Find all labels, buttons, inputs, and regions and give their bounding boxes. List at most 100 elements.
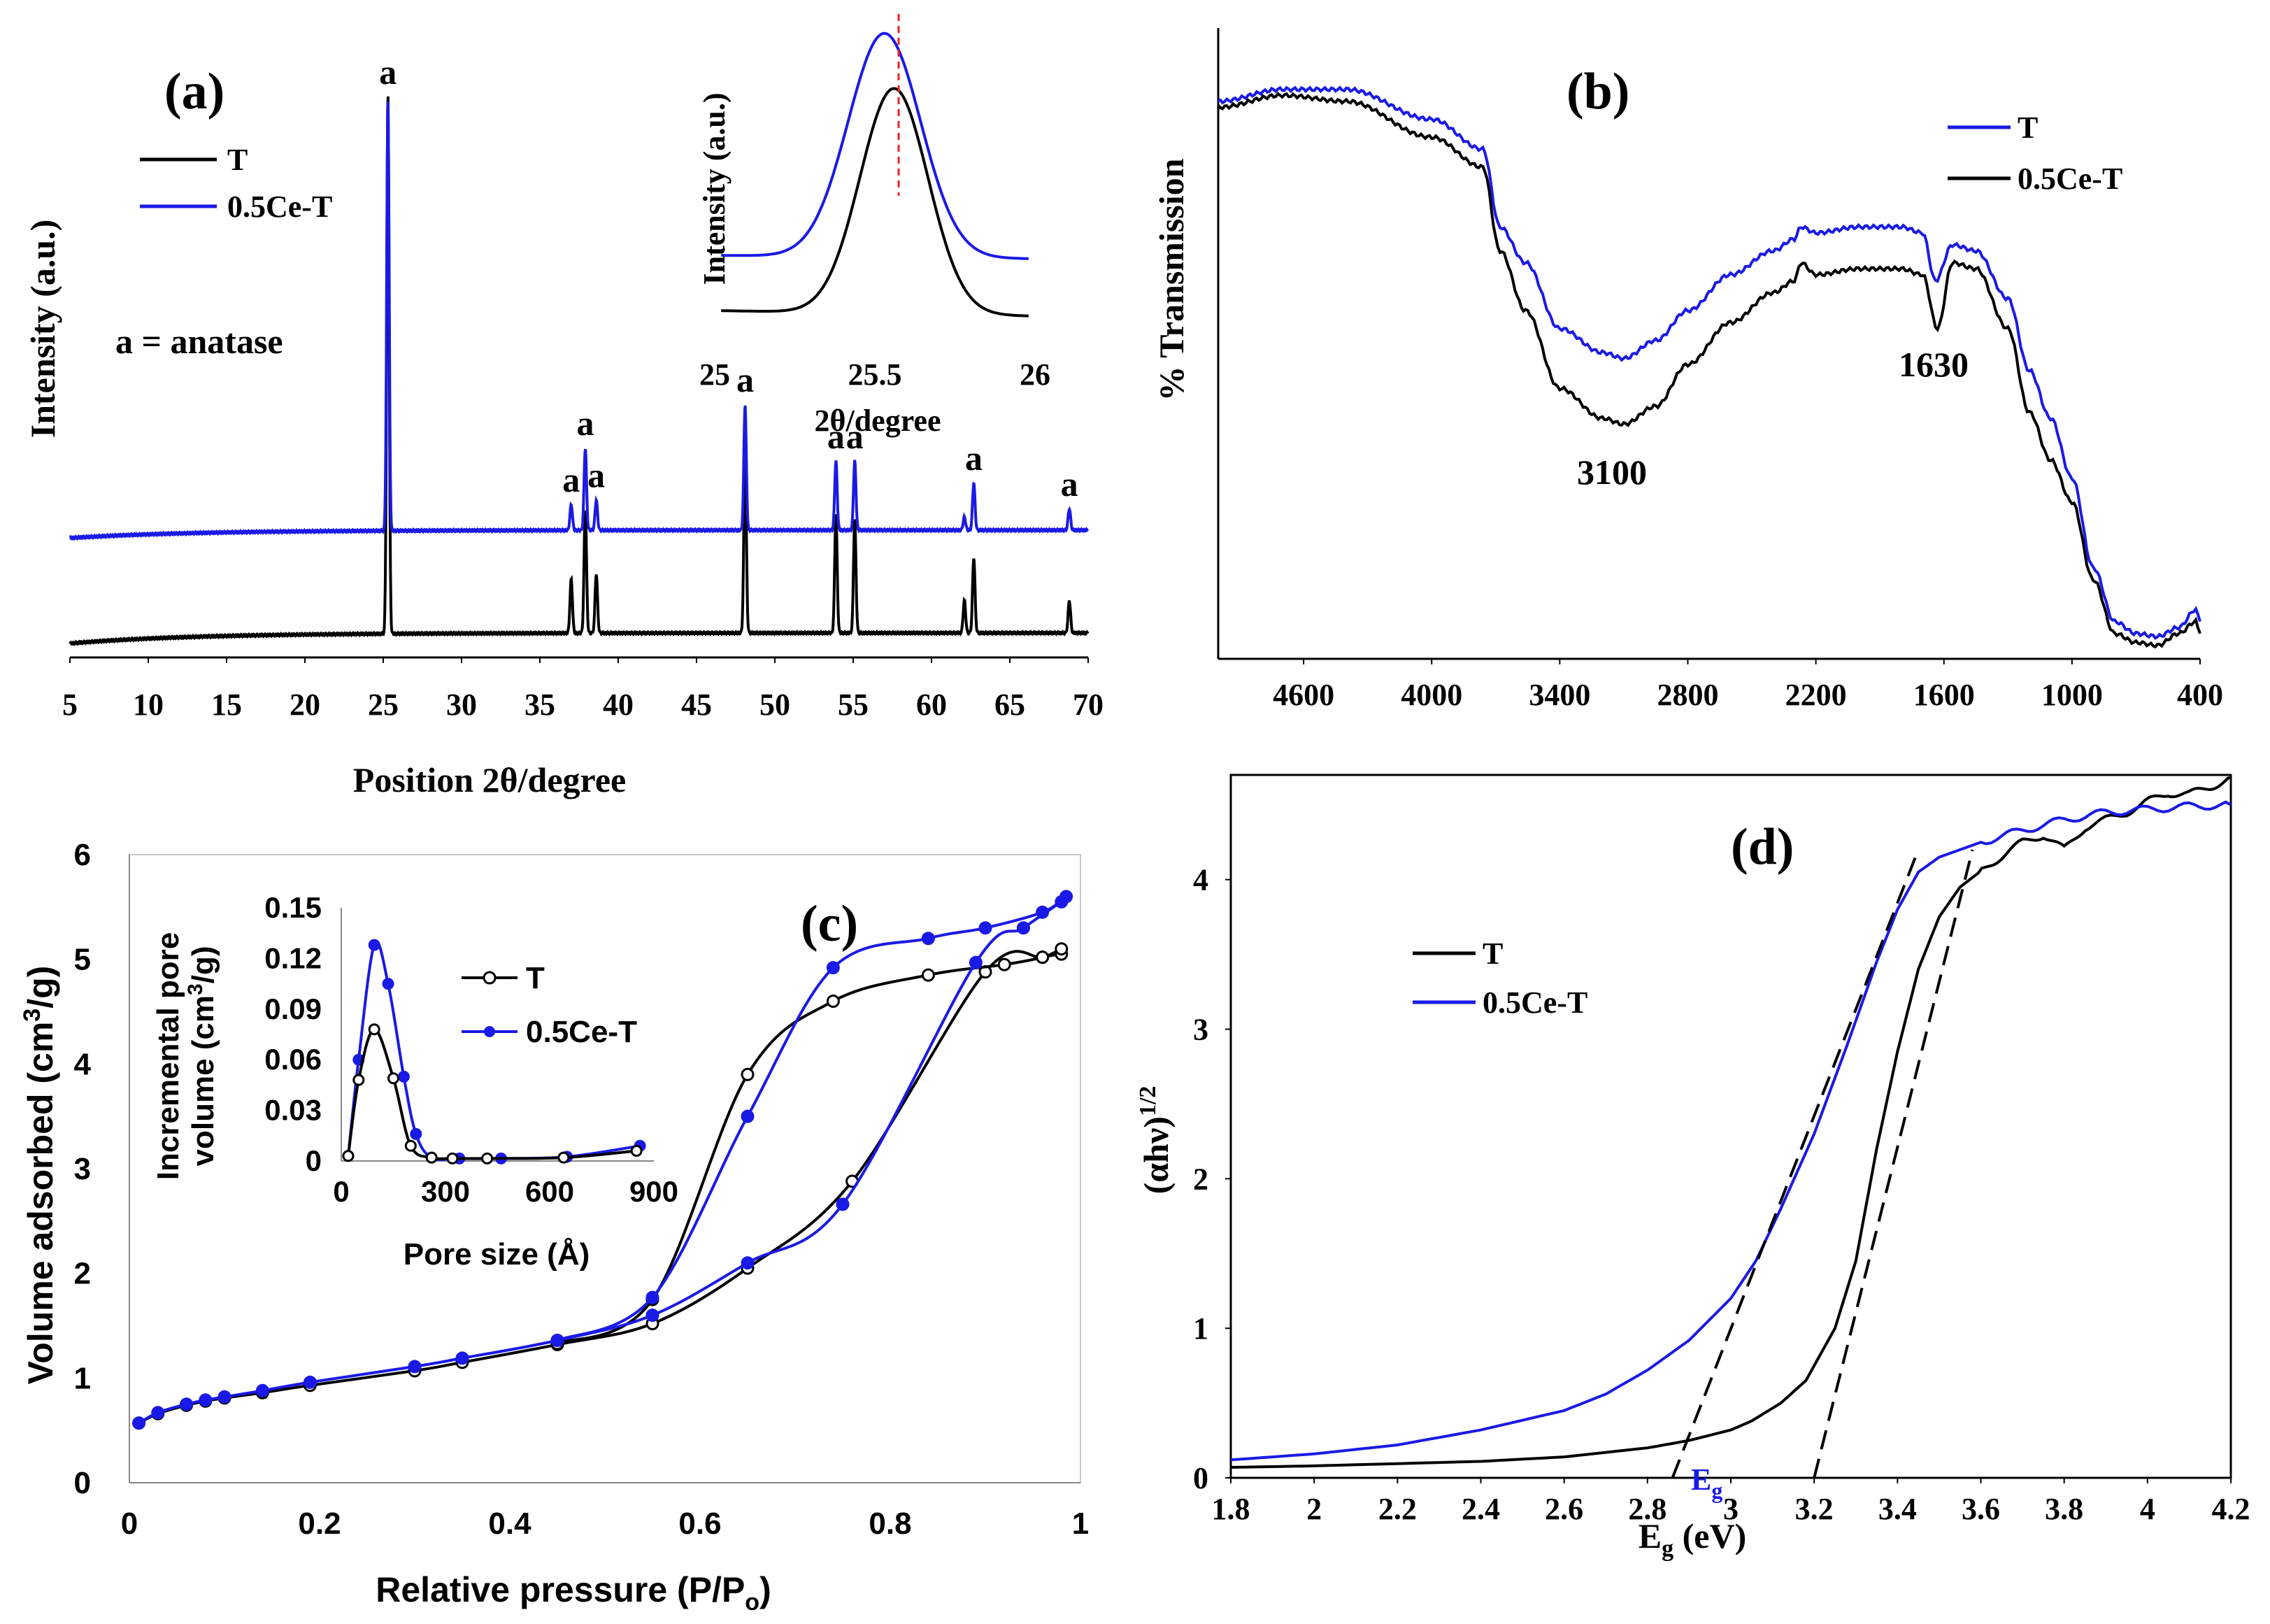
isotherm-point [217, 1390, 231, 1404]
panel-d-x-tick-label: 3.2 [1795, 1492, 1834, 1526]
panel-a-legend-t: T [227, 143, 248, 177]
inset-psd-point [410, 1127, 422, 1140]
panel-b-x-tick-label: 4000 [1401, 678, 1462, 712]
panel-c-inset-y-tick-label: 0 [306, 1144, 322, 1177]
panel-c-inset-y-label-2: volume (cm3/g) [184, 946, 220, 1167]
panel-c-x-tick-label: 1 [1072, 1507, 1089, 1541]
panel-c-legend-t: T [526, 961, 545, 995]
panel-b-x-tick-label: 1000 [2041, 678, 2103, 712]
panel-a-x-tick-label: 5 [62, 688, 78, 722]
isotherm-adsorption-ce-t [138, 900, 1062, 1425]
inset-psd-point [387, 1072, 399, 1085]
inset-psd-point [397, 1070, 410, 1083]
tangent-line-ce-t [1671, 849, 1920, 1479]
xrd-curve-t [69, 96, 1090, 646]
panel-b-legend-ce: 0.5Ce-T [2018, 162, 2122, 196]
peak-label: a [846, 417, 864, 456]
panel-d-y-label: (αhν)1/2 [1135, 1086, 1176, 1195]
panel-c-inset-y-tick-label: 0.06 [264, 1043, 322, 1076]
panel-c-y-tick-label: 4 [74, 1047, 92, 1081]
inset-x-tick-label: 26 [1020, 357, 1050, 392]
isotherm-point [303, 1375, 317, 1389]
panel-d-label: (d) [1731, 818, 1794, 876]
panel-d: 1.8 2 2.2 2.4 2.6 2.8 3 3.2 3.4 3.6 3.8 4 4.2 0 1 2 3 4 (… [1135, 774, 2250, 1562]
inset-psd-point [404, 1139, 417, 1152]
isotherm-point [1036, 905, 1050, 919]
ftir-curve-ce-t [1217, 92, 2201, 649]
panel-a-inset-y-label: Intensity (a.u.) [697, 92, 731, 285]
isotherm-point [151, 1406, 165, 1420]
inset-x-tick-label: 25 [699, 357, 730, 392]
panel-a-x-tick-label: 35 [524, 688, 555, 722]
panel-b: 4600 4000 3400 2800 2200 1600 1000 400 (b) T 0.… [1152, 28, 2223, 712]
isotherm-point [1016, 921, 1030, 935]
panel-a-x-tick-label: 25 [368, 688, 399, 722]
panel-c-y-tick-label: 1 [74, 1361, 91, 1395]
panel-d-x-tick-label: 3.6 [1962, 1492, 2000, 1526]
panel-c-legend-marker-ce [484, 1026, 495, 1037]
panel-d-x-tick-label: 4 [2140, 1492, 2155, 1526]
panel-a-label: (a) [164, 63, 224, 120]
panel-d-x-label: Eg (eV) [1639, 1516, 1746, 1562]
panel-a-inset-x-ticks: 25 25.5 26 [699, 357, 1050, 392]
isotherm-point [1059, 890, 1073, 904]
isotherm-point [997, 957, 1011, 971]
inset-psd-point [446, 1152, 459, 1164]
peak-label: a [1061, 464, 1078, 504]
panel-c-inset-x-tick-label: 300 [421, 1175, 470, 1208]
panel-c-inset-y-tick-label: 0.15 [264, 891, 322, 924]
panel-c-ticks: 0 0.2 0.4 0.6 0.8 1 0 1 2 3 4 5 6 [74, 838, 1090, 1541]
panel-b-x-tick-label: 4600 [1273, 678, 1334, 712]
panel-d-frame [1229, 774, 2232, 1479]
isotherm-point [741, 1256, 755, 1270]
isotherm-point [255, 1383, 269, 1397]
isotherm-point [550, 1333, 564, 1347]
panel-b-x-tick-label: 1600 [1913, 678, 1975, 712]
inset-psd-point [481, 1152, 494, 1164]
panel-c-x-label: Relative pressure (P/Po) [376, 1570, 771, 1616]
panel-c-y-tick-label: 6 [74, 838, 91, 872]
isotherm-point [826, 961, 840, 975]
inset-curve-t [721, 87, 1029, 318]
panel-d-x-tick-label: 2.4 [1462, 1492, 1500, 1526]
peak-label: a [736, 360, 754, 399]
inset-psd-t [346, 1027, 637, 1160]
panel-d-y-tick-label: 2 [1193, 1162, 1208, 1196]
inset-psd-point [352, 1074, 365, 1086]
isotherm-point [826, 995, 840, 1009]
panel-b-y-label: % Transmission [1152, 158, 1191, 401]
annotation-3100: 3100 [1577, 453, 1647, 492]
panel-c-y-label: Volume adsorbed (cm3/g) [19, 966, 60, 1385]
panel-c-inset-y-tick-label: 0.12 [264, 941, 322, 974]
panel-d-y-tick-label: 1 [1193, 1311, 1208, 1346]
inset-psd-point [425, 1151, 438, 1164]
panel-d-y-tick-label: 3 [1193, 1013, 1208, 1047]
isotherm-point [645, 1290, 659, 1304]
panel-c-x-tick-label: 0.4 [488, 1507, 531, 1541]
panel-a-x-tick-label: 50 [759, 688, 790, 722]
panel-b-x-ticks: 4600 4000 3400 2800 2200 1600 1000 400 [1273, 659, 2223, 712]
panel-c-inset-y-tick-label: 0.09 [264, 992, 322, 1025]
peak-label: a [827, 417, 845, 456]
isotherm-point [180, 1397, 194, 1411]
isotherm-point [921, 932, 935, 946]
isotherm-desorption-ce-t [557, 895, 1067, 1342]
panel-d-x-tick-label: 2.8 [1628, 1492, 1666, 1526]
isotherm-point [969, 955, 983, 969]
panel-c-y-tick-label: 2 [74, 1257, 91, 1291]
panel-b-x-tick-label: 2200 [1785, 678, 1847, 712]
isotherm-point [408, 1360, 422, 1374]
panel-c-inset-y-tick-label: 0.03 [264, 1094, 322, 1127]
panel-b-legend-t: T [2018, 111, 2038, 145]
peak-label: a [562, 460, 580, 499]
panel-d-ticks: 1.8 2 2.2 2.4 2.6 2.8 3 3.2 3.4 3.6 3.8 4 4.2 0 1 2 3 4 [1193, 863, 2250, 1526]
inset-psd-point [342, 1150, 355, 1162]
panel-a-x-tick-label: 45 [681, 688, 712, 722]
panel-d-x-tick-label: 4.2 [2212, 1492, 2250, 1526]
panel-a-inset-curves [721, 31, 1029, 318]
panel-a-x-tick-label: 15 [211, 688, 242, 722]
panel-d-y-tick-label: 4 [1193, 863, 1208, 897]
panel-c: 0 0.2 0.4 0.6 0.8 1 0 1 2 3 4 5 6 (c) Relative press… [19, 838, 1089, 1616]
